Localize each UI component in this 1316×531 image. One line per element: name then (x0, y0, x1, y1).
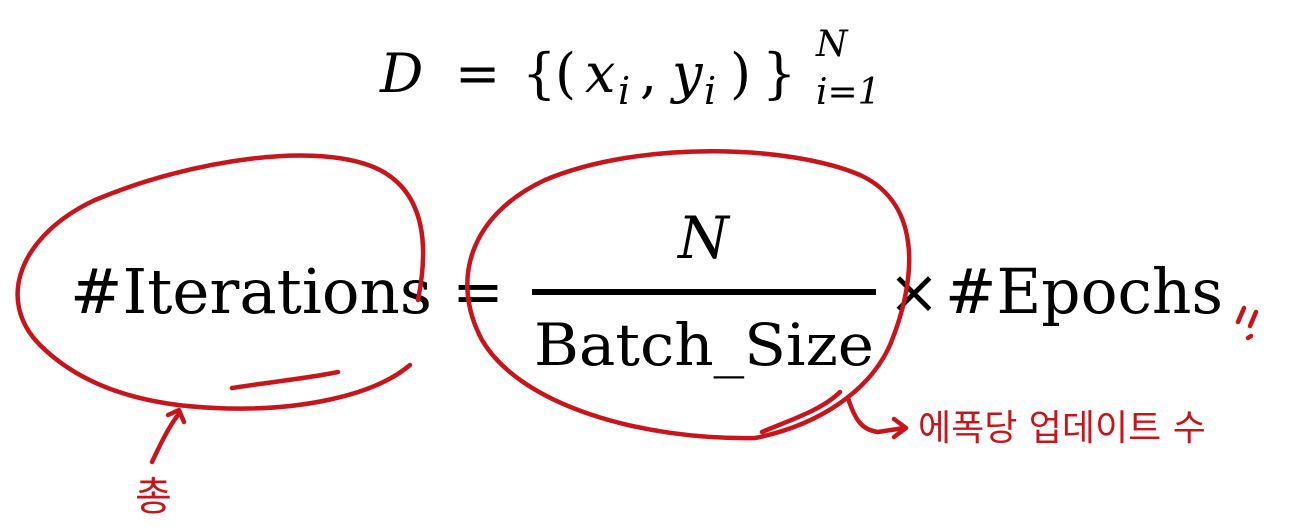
tuple-comma: , (640, 42, 657, 105)
tuple-open-paren: ( (555, 42, 576, 105)
lower-limit: i=1 (816, 72, 881, 113)
dataset-formula: D = { ( x i , y i ) } N i=1 (379, 24, 881, 113)
updates-per-epoch-label: 에폭당 업데이트 수 (918, 408, 1206, 449)
fraction-circle-overlap (759, 389, 843, 435)
x-subscript: i (618, 69, 630, 113)
total-label: 총 (135, 474, 172, 520)
iterations-underline-stroke (229, 369, 341, 391)
arrow-head-iterations (165, 407, 187, 425)
arrow-head-note (891, 416, 909, 440)
upper-limit: N (815, 24, 849, 65)
set-close-brace: } (762, 42, 796, 105)
fraction-numerator: N (676, 204, 731, 272)
y-subscript: i (704, 69, 716, 113)
iterations-formula: #Iterations = N Batch_Size × #Epochs (70, 204, 1223, 379)
dataset-symbol: D (379, 42, 423, 105)
arrow-to-iterations (149, 412, 181, 465)
epochs-term: #Epochs (945, 255, 1223, 328)
times-sign: × (888, 255, 940, 328)
fraction-denominator: Batch_Size (534, 311, 874, 379)
tuple-close-paren: ) (730, 42, 751, 105)
annotation-labels: 총 에폭당 업데이트 수 // (135, 337, 1229, 520)
fraction-circle (465, 149, 912, 441)
handwritten-annotations (15, 149, 1259, 465)
iterations-term: #Iterations (70, 255, 432, 328)
arrow-to-note (845, 395, 907, 435)
double-slash-label: // (1228, 337, 1229, 339)
fraction-bar (532, 289, 876, 295)
iterations-circle (15, 153, 426, 411)
double-slash-mark (1235, 305, 1259, 341)
set-open-brace: { (522, 42, 556, 105)
y-variable: y (670, 42, 704, 105)
main-equals: = (452, 255, 504, 328)
x-variable: x (585, 42, 615, 105)
dataset-equals: = (455, 42, 500, 105)
